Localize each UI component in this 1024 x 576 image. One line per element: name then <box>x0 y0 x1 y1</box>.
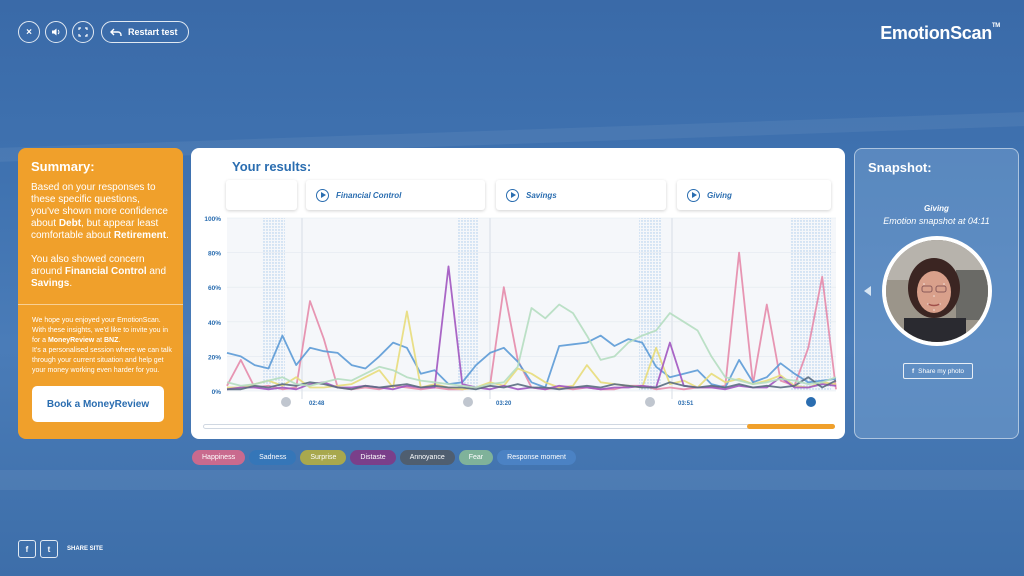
speaker-icon <box>52 28 60 36</box>
share-my-photo-button[interactable]: f Share my photo <box>903 363 973 379</box>
response-moment-band <box>263 218 285 391</box>
fullscreen-button[interactable] <box>72 21 94 43</box>
legend-item-distaste[interactable]: Distaste <box>350 450 396 465</box>
summary-title: Summary: <box>31 159 95 174</box>
results-panel: Your results: Financial Control Savings … <box>191 148 845 439</box>
share-site-label: SHARE SITE <box>67 546 104 552</box>
play-icon <box>316 188 329 202</box>
response-moment-marker <box>281 397 291 407</box>
summary-divider <box>18 304 183 305</box>
legend-item-response-moment[interactable]: Response moment <box>497 450 576 465</box>
y-tick-label: 100% <box>204 216 221 223</box>
snapshot-category: Giving <box>924 204 949 213</box>
snapshot-panel: Snapshot: Giving Emotion snapshot at 04:… <box>854 148 1019 439</box>
section-tab-intro[interactable] <box>226 180 297 210</box>
time-label: 03:51 <box>678 401 694 407</box>
restart-test-button[interactable]: Restart test <box>101 21 189 43</box>
time-label: 03:20 <box>496 401 512 407</box>
y-tick-label: 0% <box>212 389 222 396</box>
back-arrow-icon <box>110 28 122 36</box>
sound-button[interactable] <box>45 21 67 43</box>
emotion-chart: 0% 20% 40% 60% 80% 100% 02:48 03:20 03:51 <box>191 208 845 413</box>
user-snapshot-photo <box>882 236 992 346</box>
fullscreen-icon <box>78 27 88 37</box>
play-icon <box>687 188 700 202</box>
section-tab-savings[interactable]: Savings <box>496 180 666 210</box>
twitter-icon: t <box>47 544 51 554</box>
timeline-scroll-thumb[interactable] <box>747 424 835 429</box>
share-my-photo-label: Share my photo <box>918 367 965 375</box>
chart-legend: Happiness Sadness Surprise Distaste Annoyanc… <box>192 450 576 465</box>
restart-test-label: Restart test <box>128 27 178 37</box>
book-moneyreview-button[interactable]: Book a MoneyReview <box>32 386 164 422</box>
summary-paragraph-1: Based on your responses to these specifi… <box>31 182 169 241</box>
response-moment-marker <box>463 397 473 407</box>
emotion-chart-svg: 0% 20% 40% 60% 80% 100% 02:48 03:20 03:51 <box>204 216 837 407</box>
series-line-sadness <box>226 334 837 389</box>
close-icon: × <box>26 26 32 38</box>
summary-invite-text: We hope you enjoyed your EmotionScan. Wi… <box>32 317 172 374</box>
play-icon <box>506 188 519 202</box>
y-tick-label: 80% <box>208 251 221 258</box>
snapshot-title: Snapshot: <box>868 160 932 175</box>
y-tick-label: 40% <box>208 320 221 327</box>
twitter-share-button[interactable]: t <box>40 540 58 558</box>
close-button[interactable]: × <box>18 21 40 43</box>
section-tab-financial-control[interactable]: Financial Control <box>306 180 485 210</box>
facebook-icon: f <box>25 544 29 554</box>
snapshot-caption: Emotion snapshot at 04:11 <box>883 216 990 226</box>
response-moment-marker <box>645 397 655 407</box>
results-title: Your results: <box>232 159 312 174</box>
y-tick-label: 20% <box>208 354 221 361</box>
summary-panel: Summary: Based on your responses to thes… <box>18 148 183 439</box>
legend-item-annoyance[interactable]: Annoyance <box>399 450 455 465</box>
facebook-share-button[interactable]: f <box>18 540 36 558</box>
legend-item-sadness[interactable]: Sadness <box>249 450 297 465</box>
timeline-scrollbar[interactable] <box>203 424 835 429</box>
response-moment-marker <box>806 397 816 407</box>
y-tick-label: 60% <box>208 285 221 292</box>
response-moment-band <box>457 218 479 391</box>
series-line-fear <box>226 303 837 389</box>
legend-item-fear[interactable]: Fear <box>458 450 494 465</box>
top-toolbar: × Restart test <box>18 21 189 43</box>
snapshot-pointer <box>864 286 871 296</box>
time-label: 02:48 <box>309 401 325 407</box>
social-share: f t SHARE SITE <box>18 540 103 558</box>
section-tab-giving[interactable]: Giving <box>677 180 831 210</box>
summary-paragraph-2: You also showed concern around Financial… <box>31 254 167 289</box>
legend-item-happiness[interactable]: Happiness <box>192 450 246 465</box>
emotionscan-logo: EmotionScanTM <box>880 23 1000 43</box>
series-line-annoyance <box>227 376 837 391</box>
face-photo <box>886 240 988 342</box>
facebook-icon: f <box>911 367 915 375</box>
response-moment-band <box>791 218 831 391</box>
background-beam <box>0 470 1024 490</box>
legend-item-surprise[interactable]: Surprise <box>300 450 347 465</box>
